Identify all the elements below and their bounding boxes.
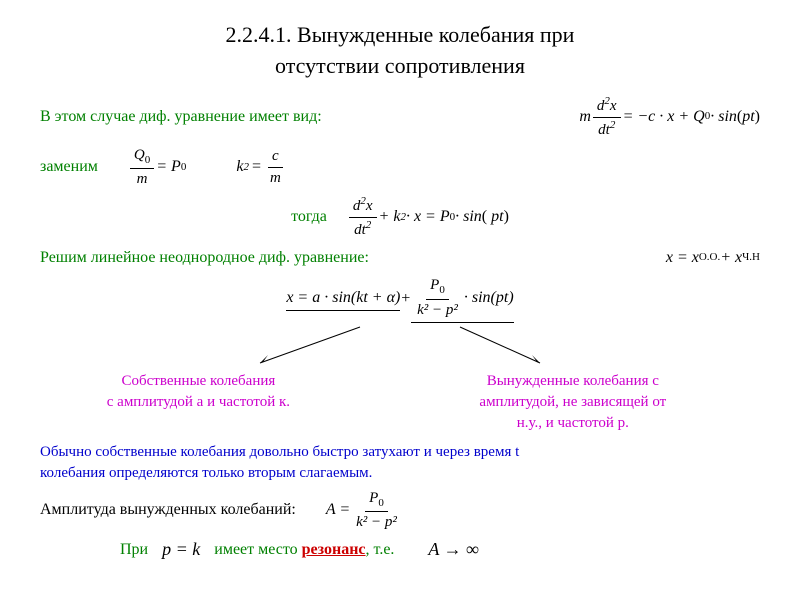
note-natural-oscillations: Собственные колебания с амплитудой a и ч… (40, 371, 357, 434)
substitution-q: Q0 m = P0 (128, 145, 186, 190)
when-label: При (120, 539, 148, 561)
replace-label: заменим (40, 156, 98, 178)
amplitude-equation: A = P0 k² − p² (326, 488, 403, 533)
section-title: 2.2.4.1. Вынужденные колебания при отсут… (40, 20, 760, 82)
main-diff-equation: m d2x dt2 = −c · x + Q0 · sin (pt) (579, 94, 760, 141)
title-line1: 2.2.4.1. Вынужденные колебания при (226, 22, 575, 47)
general-solution: x = a · sin(kt + α) + P0 k² − p² · sin(p… (40, 275, 760, 322)
intro-text: В этом случае диф. уравнение имеет вид: (40, 108, 322, 125)
substitution-k: k2 = c m (236, 146, 286, 189)
explanation-text: Обычно собственные колебания довольно бы… (40, 442, 760, 484)
note-forced-oscillations: Вынужденные колебания с амплитудой, не з… (386, 371, 760, 434)
a-infinity: A → ∞ (428, 537, 479, 562)
solution-form: x = xО.О. + xЧ.Н (666, 247, 760, 269)
transformed-equation: d2x dt2 + k2 · x = P0 · sin ( pt) (347, 194, 509, 241)
resonance-condition: p = k (162, 537, 200, 562)
solve-label: Решим линейное неоднородное диф. уравнен… (40, 247, 369, 269)
title-line2: отсутствии сопротивления (275, 53, 525, 78)
then-label: тогда (291, 206, 327, 228)
amplitude-label: Амплитуда вынужденных колебаний: (40, 499, 296, 521)
solution-arrows (160, 325, 640, 367)
resonance-text: имеет место резонанс, т.е. (214, 539, 394, 561)
